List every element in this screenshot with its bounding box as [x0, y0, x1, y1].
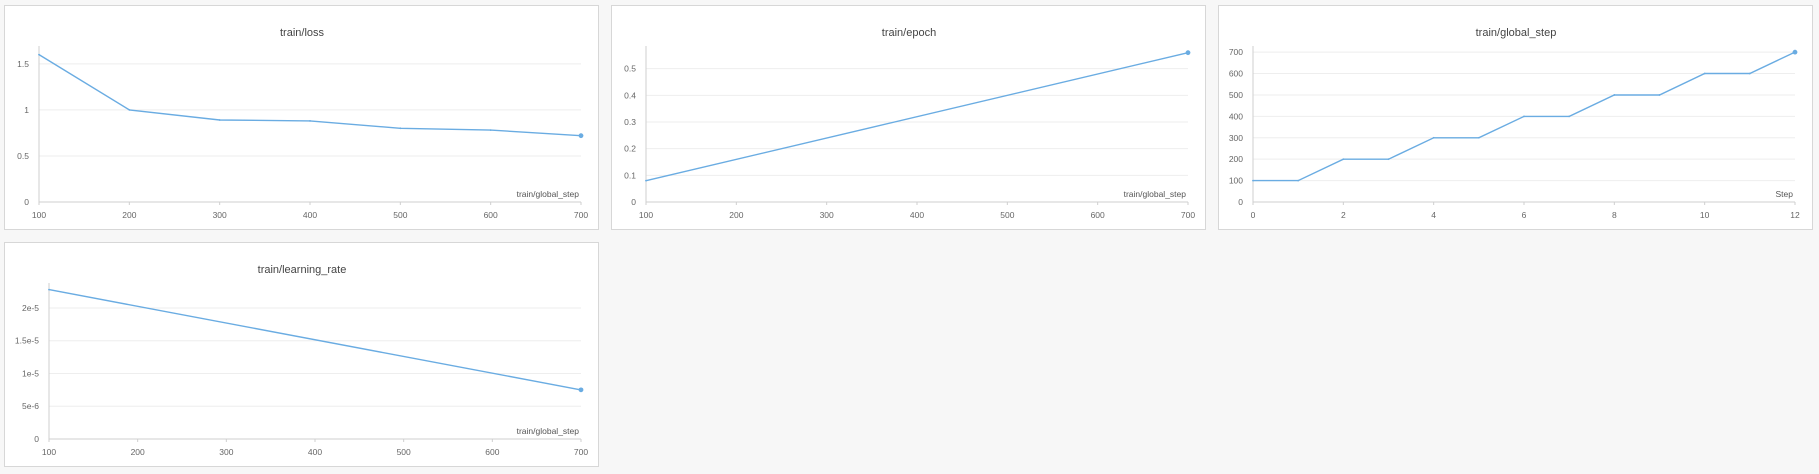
x-tick-label: 100: [639, 210, 653, 220]
chart-panel-train-loss[interactable]: train/loss 0 0.5 1 1.5 100 200 300 400 500 600 700 t…: [4, 5, 599, 230]
x-tick-label: 100: [42, 447, 56, 457]
series-line: [48, 288, 582, 391]
y-tick-label: 2e-5: [22, 303, 39, 313]
x-tick-label: 6: [1522, 210, 1527, 220]
y-tick-label: 0: [24, 197, 29, 207]
data-point: [218, 119, 221, 121]
data-point: [128, 108, 131, 111]
y-tick-label: 0: [631, 197, 636, 207]
y-tick-label: 1: [24, 105, 29, 115]
data-point: [1748, 72, 1751, 75]
y-tick-label: 1e-5: [22, 368, 39, 378]
data-point: [1792, 49, 1798, 55]
data-point: [1342, 158, 1345, 161]
data-point: [309, 120, 311, 122]
x-tick-label: 8: [1612, 210, 1617, 220]
y-tick-label: 0.4: [624, 90, 636, 100]
data-point: [48, 288, 50, 291]
x-tick-label: 0: [1251, 210, 1256, 220]
y-tick-label: 0.5: [17, 151, 29, 161]
data-point: [1477, 136, 1480, 139]
chart-panel-train-learning-rate[interactable]: train/learning_rate 0 5e-6 1e-5 1.5e-5 2e-5 10…: [4, 242, 599, 467]
x-tick-label: 300: [213, 210, 227, 220]
data-point: [1523, 115, 1525, 118]
y-tick-label: 700: [1229, 47, 1243, 57]
data-point: [578, 133, 584, 139]
x-tick-label: 100: [32, 210, 46, 220]
x-tick-label: 700: [574, 210, 588, 220]
data-point: [1297, 179, 1300, 182]
y-tick-label: 0: [1238, 197, 1243, 207]
x-tick-label: 12: [1790, 210, 1800, 220]
chart-svg: train/loss 0 0.5 1 1.5 100 200 300 400 500 600 700 t…: [17, 27, 588, 220]
data-point: [1613, 94, 1616, 96]
y-tick-label: 5e-6: [22, 401, 39, 411]
x-tick-label: 10: [1700, 210, 1710, 220]
series-line: [645, 52, 1189, 182]
x-tick-label: 4: [1431, 210, 1436, 220]
x-tick-label: 700: [1181, 210, 1195, 220]
chart-title: train/learning_rate: [258, 264, 347, 276]
y-tick-label: 0.3: [624, 117, 636, 127]
x-tick-label: 700: [574, 447, 588, 457]
data-point: [1568, 115, 1571, 118]
y-tick-label: 500: [1229, 90, 1243, 100]
y-tick-label: 200: [1229, 154, 1243, 164]
y-tick-label: 0: [34, 434, 39, 444]
y-tick-label: 600: [1229, 69, 1243, 79]
y-tick-label: 1.5: [17, 59, 29, 69]
chart-svg: train/epoch 0 0.1 0.2 0.3 0.4 0.5 100 200 300 400 5…: [624, 27, 1195, 220]
data-point: [1432, 136, 1435, 139]
chart-title: train/loss: [280, 27, 325, 39]
data-point: [578, 387, 584, 393]
data-point: [1703, 72, 1706, 75]
x-tick-label: 2: [1341, 210, 1346, 220]
y-tick-label: 0.2: [624, 144, 636, 154]
chart-panel-train-global-step[interactable]: train/global_step 0 100 200 300 400 500 600 700 0…: [1218, 5, 1813, 230]
x-tick-label: 500: [393, 210, 407, 220]
x-tick-label: 500: [397, 447, 411, 457]
x-tick-label: 400: [308, 447, 322, 457]
x-axis-label: Step: [1776, 189, 1794, 199]
x-tick-label: 500: [1000, 210, 1014, 220]
chart-panel-train-epoch[interactable]: train/epoch 0 0.1 0.2 0.3 0.4 0.5 100 200 300 400 5…: [611, 5, 1206, 230]
data-point: [489, 129, 492, 132]
data-point: [1658, 94, 1661, 96]
x-tick-label: 600: [1091, 210, 1105, 220]
x-tick-label: 400: [910, 210, 924, 220]
x-tick-label: 200: [729, 210, 743, 220]
chart-title: train/global_step: [1476, 27, 1557, 39]
x-axis-label: train/global_step: [517, 189, 580, 199]
y-tick-label: 100: [1229, 176, 1243, 186]
data-point: [38, 53, 40, 56]
chart-title: train/epoch: [882, 27, 936, 39]
series-line: [38, 54, 582, 137]
y-tick-label: 300: [1229, 133, 1243, 143]
x-axis-label: train/global_step: [517, 426, 580, 436]
x-tick-label: 200: [131, 447, 145, 457]
chart-svg: train/global_step 0 100 200 300 400 500 600 700 0…: [1229, 27, 1800, 220]
data-point: [1185, 50, 1191, 56]
y-tick-label: 0.1: [624, 170, 636, 180]
chart-svg: train/learning_rate 0 5e-6 1e-5 1.5e-5 2e-5 10…: [15, 264, 588, 457]
x-tick-label: 300: [820, 210, 834, 220]
x-axis-label: train/global_step: [1124, 189, 1187, 199]
x-tick-label: 600: [485, 447, 499, 457]
x-tick-label: 200: [122, 210, 136, 220]
data-point: [399, 127, 402, 130]
data-point: [645, 179, 647, 182]
data-point: [1387, 158, 1390, 161]
x-tick-label: 400: [303, 210, 317, 220]
x-tick-label: 600: [484, 210, 498, 220]
y-tick-label: 1.5e-5: [15, 336, 39, 346]
y-tick-label: 400: [1229, 111, 1243, 121]
data-point: [1252, 179, 1254, 182]
y-tick-label: 0.5: [624, 64, 636, 74]
x-tick-label: 300: [219, 447, 233, 457]
